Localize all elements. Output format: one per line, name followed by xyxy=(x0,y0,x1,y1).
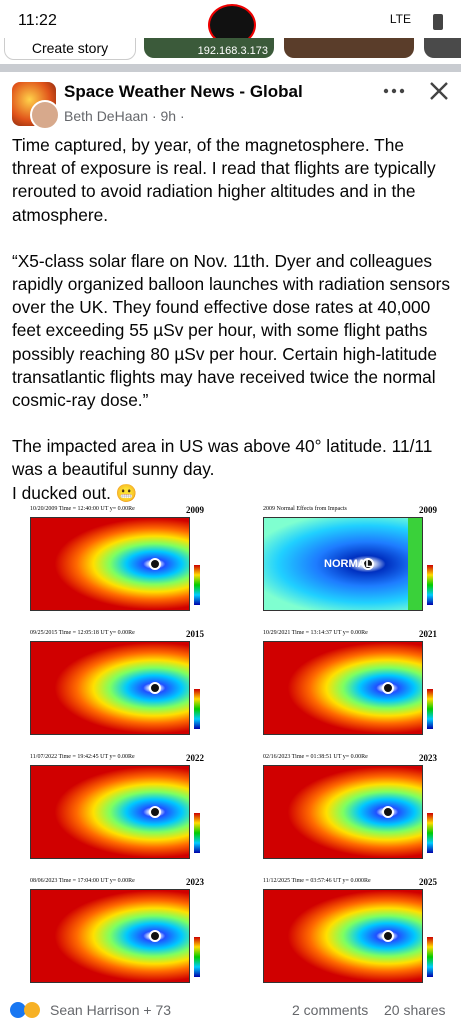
panel-title: 08/06/2023 Time = 17:04:00 UT y= 0.00Re xyxy=(30,878,135,884)
color-bar xyxy=(427,565,433,605)
wow-icon xyxy=(24,1002,40,1018)
color-bar xyxy=(427,689,433,729)
image-panel: 08/06/2023 Time = 17:04:00 UT y= 0.00Re 2… xyxy=(0,877,228,999)
shares[interactable]: 20 shares xyxy=(384,1002,446,1018)
panel-title: 10/29/2021 Time = 13:14:37 UT y= 0.00Re xyxy=(263,630,368,636)
comments[interactable]: 2 comments xyxy=(292,1002,369,1018)
panel-title: 02/16/2023 Time = 01:38:51 UT y= 0.00Re xyxy=(263,754,368,760)
paragraph: I ducked out. 😬 xyxy=(12,482,138,503)
panel-label: NORMAL xyxy=(324,558,373,570)
magnetosphere-plot xyxy=(30,641,190,735)
story[interactable] xyxy=(424,38,461,58)
magnetosphere-plot xyxy=(30,765,190,859)
panel-title: 09/25/2015 Time = 12:05:18 UT y= 0.00Re xyxy=(30,630,135,636)
post-text: Time captured, by year, of the magnetosp… xyxy=(12,134,452,505)
image-panel: 11/12/2025 Time = 03:57:46 UT y= 0.000Re… xyxy=(233,877,461,999)
panel-year: 2009 xyxy=(419,505,437,515)
image-panel: 11/07/2022 Time = 19:42:45 UT y= 0.00Re 2… xyxy=(0,753,228,875)
panel-year: 2021 xyxy=(419,629,437,639)
panel-title: 11/12/2025 Time = 03:57:46 UT y= 0.000Re xyxy=(263,878,371,884)
earth-marker xyxy=(362,558,374,570)
color-bar xyxy=(194,813,200,853)
more-button[interactable] xyxy=(382,84,406,98)
earth-marker xyxy=(149,682,161,694)
separator xyxy=(0,64,461,72)
color-bar xyxy=(194,937,200,977)
image-panel: 10/29/2021 Time = 13:14:37 UT y= 0.00Re 2… xyxy=(233,629,461,751)
paragraph: The impacted area in US was above 40° la… xyxy=(12,436,433,480)
magnetosphere-plot xyxy=(30,517,190,611)
author-avatar[interactable] xyxy=(30,100,60,130)
post-footer: Sean Harrison + 73 2 comments 20 shares xyxy=(0,1000,461,1024)
story[interactable] xyxy=(284,38,414,58)
status-bar: 11:22 LTE xyxy=(0,0,461,46)
earth-marker xyxy=(149,558,161,570)
image-panel: 02/16/2023 Time = 01:38:51 UT y= 0.00Re 2… xyxy=(233,753,461,875)
reactors[interactable]: Sean Harrison + 73 xyxy=(50,1002,172,1018)
create-story[interactable]: Create story xyxy=(4,38,136,60)
image-panel: 09/25/2015 Time = 12:05:18 UT y= 0.00Re 2… xyxy=(0,629,228,751)
magnetosphere-plot xyxy=(263,765,423,859)
clock: 11:22 xyxy=(18,12,57,29)
color-bar xyxy=(194,565,200,605)
magnetosphere-plot: NORMAL xyxy=(263,517,423,611)
story-label: Create story xyxy=(31,40,109,56)
image-panel: 10/20/2009 Time = 12:40:00 UT y= 0.00Re 2… xyxy=(0,505,228,627)
story[interactable]: 192.168.3.173 xyxy=(144,38,274,58)
earth-marker xyxy=(149,806,161,818)
author-line[interactable]: Beth DeHaan · 9h · xyxy=(64,108,185,124)
page-name[interactable]: Space Weather News - Global xyxy=(64,82,303,101)
paragraph: “X5-class solar flare on Nov. 11th. Dyer… xyxy=(12,250,451,411)
stories-strip: Create story 192.168.3.173 xyxy=(0,38,461,64)
panel-year: 2022 xyxy=(186,753,204,763)
panel-year: 2009 xyxy=(186,505,204,515)
magnetosphere-plot xyxy=(263,889,423,983)
story-label: 192.168.3.173 xyxy=(197,45,268,57)
like-icon xyxy=(10,1002,26,1018)
magnetosphere-plot xyxy=(30,889,190,983)
earth-marker xyxy=(382,930,394,942)
panel-title: 10/20/2009 Time = 12:40:00 UT y= 0.00Re xyxy=(30,506,135,512)
panel-title: 2009 Normal Effects from Impacts xyxy=(263,506,347,512)
panel-year: 2023 xyxy=(419,753,437,763)
network: LTE xyxy=(389,12,411,26)
panel-title: 11/07/2022 Time = 19:42:45 UT y= 0.00Re xyxy=(30,754,135,760)
earth-marker xyxy=(149,930,161,942)
image-panel: 2009 Normal Effects from Impacts 2009 NORM… xyxy=(233,505,461,627)
earth-marker xyxy=(382,682,394,694)
panel-year: 2025 xyxy=(419,877,437,887)
paragraph: Time captured, by year, of the magnetosp… xyxy=(12,135,436,225)
battery xyxy=(433,14,443,30)
color-bar xyxy=(427,937,433,977)
color-bar xyxy=(427,813,433,853)
earth-marker xyxy=(382,806,394,818)
panel-year: 2015 xyxy=(186,629,204,639)
magnetosphere-plot xyxy=(263,641,423,735)
close-button[interactable] xyxy=(428,80,450,102)
panel-year: 2023 xyxy=(186,877,204,887)
color-bar xyxy=(194,689,200,729)
